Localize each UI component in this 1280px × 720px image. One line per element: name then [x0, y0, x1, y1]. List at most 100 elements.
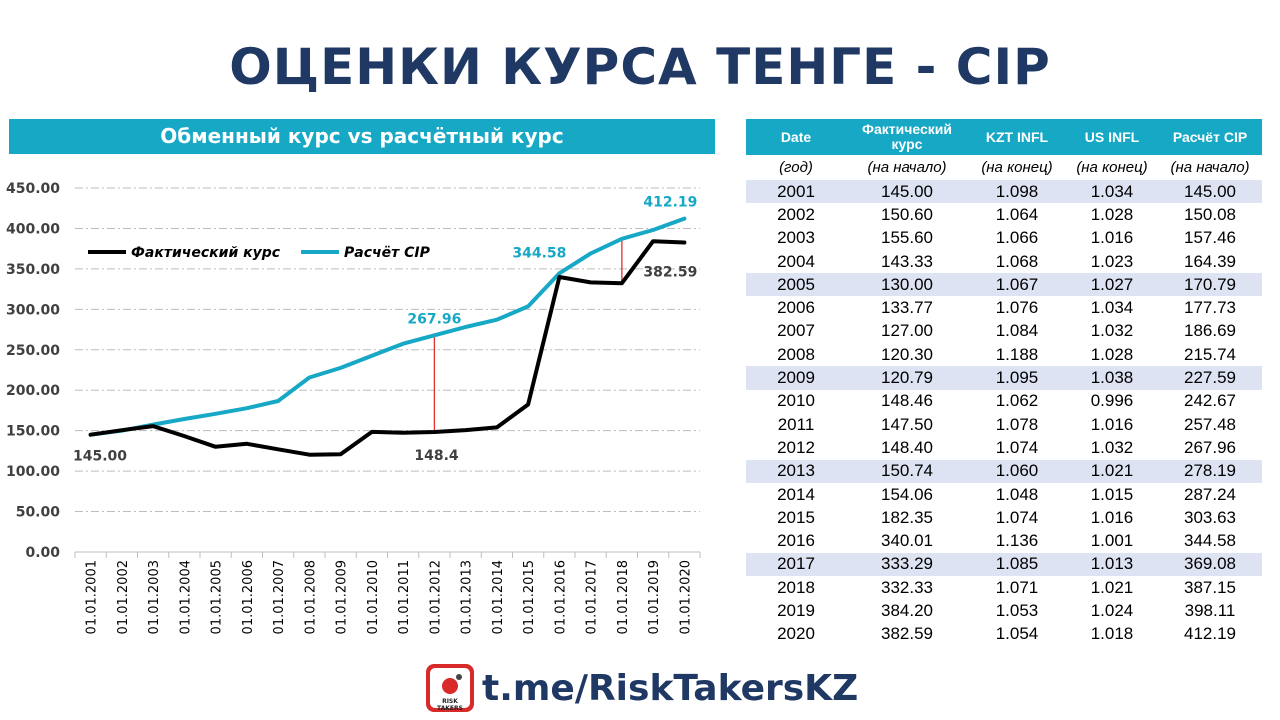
data-point — [245, 442, 249, 446]
cell-cip-rate: 170.79 — [1158, 273, 1262, 297]
cell-us-infl: 1.034 — [1090, 298, 1134, 318]
cell-cip-rate: 186.69 — [1184, 321, 1236, 341]
y-tick-label: 450.00 — [6, 181, 60, 197]
cell-actual-rate: 333.29 — [846, 552, 968, 577]
cell-us-infl: 1.021 — [1090, 577, 1134, 597]
cell-date: 2006 — [777, 298, 815, 318]
cell-kzt-infl: 1.084 — [995, 321, 1039, 341]
cell-kzt-infl: 1.066 — [995, 228, 1039, 248]
cell-date: 2013 — [746, 459, 846, 483]
x-tick-label: 01.01.2002 — [116, 560, 131, 634]
x-tick-label: 01.01.2004 — [178, 560, 193, 634]
cell-date: 2010 — [777, 391, 815, 411]
cell-us-infl: 1.038 — [1066, 366, 1158, 390]
cell-cip-rate: 227.59 — [1158, 366, 1262, 390]
x-tick-label: 01.01.2005 — [210, 560, 225, 634]
x-tick-label: 01.01.2001 — [85, 560, 100, 634]
y-tick-label: 400.00 — [6, 221, 60, 237]
x-tick-label: 01.01.2012 — [428, 560, 443, 634]
cell-actual-rate: 133.77 — [881, 298, 933, 318]
cell-actual-rate: 120.79 — [846, 366, 968, 390]
x-tick-label: 01.01.2014 — [491, 560, 506, 634]
data-point — [339, 366, 343, 370]
cell-actual-rate: 182.35 — [881, 507, 933, 527]
table-row: 2020 382.59 1.054 1.018 412.19 — [746, 623, 1262, 646]
cell-actual-rate: 143.33 — [881, 251, 933, 271]
bomb-icon — [442, 678, 458, 694]
cell-date: 2020 — [777, 624, 815, 644]
cell-actual-rate: 150.60 — [881, 204, 933, 224]
cell-date: 2018 — [777, 577, 815, 597]
cell-us-infl: 1.028 — [1090, 344, 1134, 364]
cell-actual-rate: 155.60 — [881, 228, 933, 248]
cell-date: 2004 — [777, 251, 815, 271]
x-tick-label: 01.01.2008 — [303, 560, 318, 634]
cell-kzt-infl: 1.136 — [995, 531, 1039, 551]
cell-us-infl: 1.023 — [1090, 251, 1134, 271]
table-units-row: (год) (на начало) (на конец) (на конец) … — [746, 155, 1262, 180]
y-tick-label: 50.00 — [16, 505, 61, 521]
data-table: Date Фактический курс KZT INFL US INFL Р… — [746, 119, 1262, 646]
cell-kzt-infl: 1.188 — [995, 344, 1039, 364]
cell-date: 2001 — [746, 180, 846, 204]
data-point — [120, 428, 124, 432]
data-point — [620, 281, 624, 285]
cell-us-infl: 1.016 — [1090, 507, 1134, 527]
cell-actual-rate: 147.50 — [881, 414, 933, 434]
data-label: 382.59 — [643, 265, 697, 281]
cell-date: 2014 — [777, 484, 815, 504]
data-label: 267.96 — [407, 311, 461, 327]
y-tick-label: 350.00 — [6, 262, 60, 278]
cell-kzt-infl: 1.074 — [995, 507, 1039, 527]
cell-kzt-infl: 1.095 — [968, 366, 1066, 390]
data-point — [276, 447, 280, 451]
data-point — [464, 325, 468, 329]
table-row: 2011 147.50 1.078 1.016 257.48 — [746, 413, 1262, 436]
cell-us-infl: 1.024 — [1090, 600, 1134, 620]
x-tick-label: 01.01.2003 — [147, 560, 162, 634]
x-tick-label: 01.01.2007 — [272, 560, 287, 634]
data-label: 145.00 — [73, 449, 127, 465]
table-row: 2005 130.00 1.067 1.027 170.79 — [746, 273, 1262, 297]
table-body: (год) (на начало) (на конец) (на конец) … — [746, 155, 1262, 646]
cell-actual-rate: 332.33 — [881, 577, 933, 597]
cell-cip-rate: 257.48 — [1184, 414, 1236, 434]
cell-us-infl: 1.032 — [1090, 437, 1134, 457]
header-actual-rate: Фактический курс — [846, 119, 968, 155]
cell-cip-rate: 344.58 — [1184, 531, 1236, 551]
data-point — [432, 430, 436, 434]
unit-cip-rate: (на начало) — [1170, 159, 1250, 176]
cell-date: 2016 — [777, 531, 815, 551]
cell-us-infl: 1.001 — [1090, 531, 1134, 551]
legend-label-cip: Расчёт CIP — [344, 245, 431, 261]
table-row: 2016 340.01 1.136 1.001 344.58 — [746, 529, 1262, 552]
cell-us-infl: 1.032 — [1090, 321, 1134, 341]
cell-actual-rate: 145.00 — [846, 180, 968, 204]
x-tick-label: 01.01.2017 — [585, 560, 600, 634]
cell-actual-rate: 120.30 — [881, 344, 933, 364]
cell-kzt-infl: 1.054 — [995, 624, 1039, 644]
cell-date: 2012 — [777, 437, 815, 457]
cell-us-infl: 1.015 — [1090, 484, 1134, 504]
x-tick-label: 01.01.2011 — [397, 560, 412, 634]
data-point — [182, 434, 186, 438]
header-date: Date — [746, 119, 846, 155]
data-point — [151, 424, 155, 428]
logo-text: RISK TAKERS — [437, 698, 463, 712]
data-point — [589, 251, 593, 256]
table-row: 2017 333.29 1.085 1.013 369.08 — [746, 552, 1262, 577]
data-point — [495, 318, 499, 322]
unit-kzt-infl: (на конец) — [981, 159, 1053, 176]
x-tick-label: 01.01.2010 — [366, 560, 381, 634]
cell-actual-rate: 148.40 — [881, 437, 933, 457]
cell-us-infl: 1.021 — [1066, 459, 1158, 483]
data-label: 344.58 — [512, 245, 566, 261]
cell-us-infl: 0.996 — [1090, 391, 1134, 411]
x-tick-label: 01.01.2013 — [460, 560, 475, 634]
table-row: 2010 148.46 1.062 0.996 242.67 — [746, 390, 1262, 413]
telegram-link[interactable]: t.me/RiskTakersKZ — [482, 667, 859, 709]
cell-date: 2007 — [777, 321, 815, 341]
data-point — [557, 275, 561, 279]
cell-cip-rate: 303.63 — [1184, 507, 1236, 527]
table-row: 2007 127.00 1.084 1.032 186.69 — [746, 320, 1262, 343]
